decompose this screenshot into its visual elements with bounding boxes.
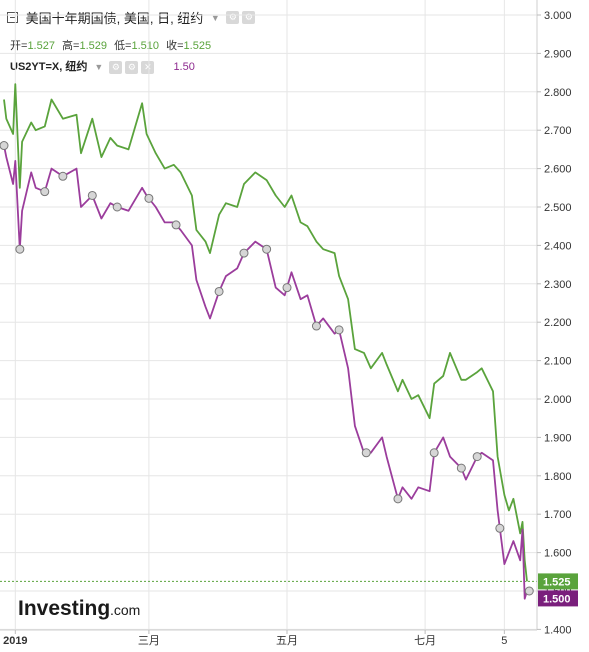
event-marker [524, 586, 534, 596]
event-marker [0, 141, 9, 151]
high-label: 高= [62, 40, 80, 52]
high-value: 1.529 [79, 40, 107, 52]
investing-logo: Investing .com [18, 597, 140, 620]
open-value: 1.527 [27, 40, 55, 52]
logo-brand: Investing [18, 597, 110, 620]
gear-icon[interactable]: ⚙ [125, 60, 139, 74]
event-marker [456, 463, 466, 473]
x-tick-label: 三月 [138, 635, 160, 647]
event-marker [214, 286, 224, 296]
logo-suffix: .com [110, 602, 140, 618]
event-marker [144, 193, 154, 203]
y-tick-label: 2.200 [544, 317, 572, 329]
series-lines [3, 83, 528, 600]
low-label: 低= [114, 40, 132, 52]
event-marker [472, 452, 482, 462]
last-value-badge [538, 573, 578, 590]
close-value: 1.525 [183, 40, 212, 52]
y-tick-label: 1.900 [544, 432, 572, 444]
x-tick-label: 2019 [3, 635, 27, 647]
event-marker [87, 190, 97, 200]
y-tick-label: 1.600 [544, 548, 572, 560]
event-marker [112, 202, 122, 212]
x-tick-label: 5 [501, 635, 507, 647]
y-tick-label: 2.900 [544, 48, 572, 60]
event-marker [393, 494, 403, 504]
compare-symbol-row: US2YT=X, 纽约 ▼ ⚙ ⚙ ✕ 1.50 [10, 58, 195, 74]
collapse-icon[interactable] [7, 12, 18, 23]
event-marker [40, 187, 50, 197]
y-tick-label: 2.600 [544, 164, 572, 176]
x-axis-ticks: 2019 三月 五月 七月 5 [3, 630, 507, 647]
last-value-label: 1.500 [543, 593, 571, 605]
last-value-label: 1.525 [543, 576, 571, 588]
event-marker [171, 220, 181, 230]
y-tick-label: 1.700 [544, 509, 572, 521]
ohlc-readout: 开=1.527 高=1.529 低=1.510 收=1.525 [10, 37, 215, 53]
x-tick-label: 七月 [414, 634, 436, 647]
series-line-us10y [3, 83, 528, 582]
y-tick-label: 2.500 [544, 202, 572, 214]
y-tick-label: 1.800 [544, 471, 572, 483]
grid-lines [0, 0, 537, 630]
settings-icon[interactable]: ⚙ [109, 60, 123, 74]
event-marker [15, 244, 25, 254]
event-marker [58, 171, 68, 181]
y-tick-label: 2.700 [544, 125, 572, 137]
y-tick-label: 1.400 [544, 624, 572, 636]
chevron-down-icon[interactable]: ▼ [210, 12, 220, 23]
event-marker [262, 244, 272, 254]
event-marker [361, 448, 371, 458]
event-marker [282, 283, 292, 293]
event-markers [0, 141, 534, 596]
series-line-us2y [3, 145, 528, 600]
chevron-down-icon[interactable]: ▼ [94, 62, 104, 73]
compare-symbol: US2YT=X, 纽约 [10, 61, 88, 73]
y-tick-label: 2.800 [544, 87, 572, 99]
last-value-labels: 1.525 1.500 [538, 573, 578, 607]
y-axis-ticks: 3.000 2.900 2.800 2.700 2.600 2.500 2.400 2.300… [537, 10, 572, 636]
low-value: 1.510 [131, 40, 160, 52]
event-marker [334, 325, 344, 335]
last-value-badge [538, 590, 578, 607]
open-label: 开= [10, 40, 28, 52]
x-tick-label: 五月 [276, 635, 298, 647]
y-tick-label: 2.300 [544, 279, 572, 291]
y-tick-label: 2.100 [544, 356, 572, 368]
gear-icon[interactable]: ⚙ [242, 11, 256, 24]
event-marker [429, 448, 439, 458]
compare-value: 1.50 [173, 61, 195, 73]
settings-icon[interactable]: ⚙ [226, 11, 240, 24]
close-label: 收= [166, 40, 184, 52]
y-tick-label: 2.000 [544, 394, 572, 406]
close-icon[interactable]: ✕ [141, 60, 155, 74]
event-marker [239, 248, 249, 258]
event-marker [311, 321, 321, 331]
y-tick-label: 2.400 [544, 240, 572, 252]
event-marker [495, 523, 505, 533]
y-tick-label: 3.000 [544, 10, 572, 22]
